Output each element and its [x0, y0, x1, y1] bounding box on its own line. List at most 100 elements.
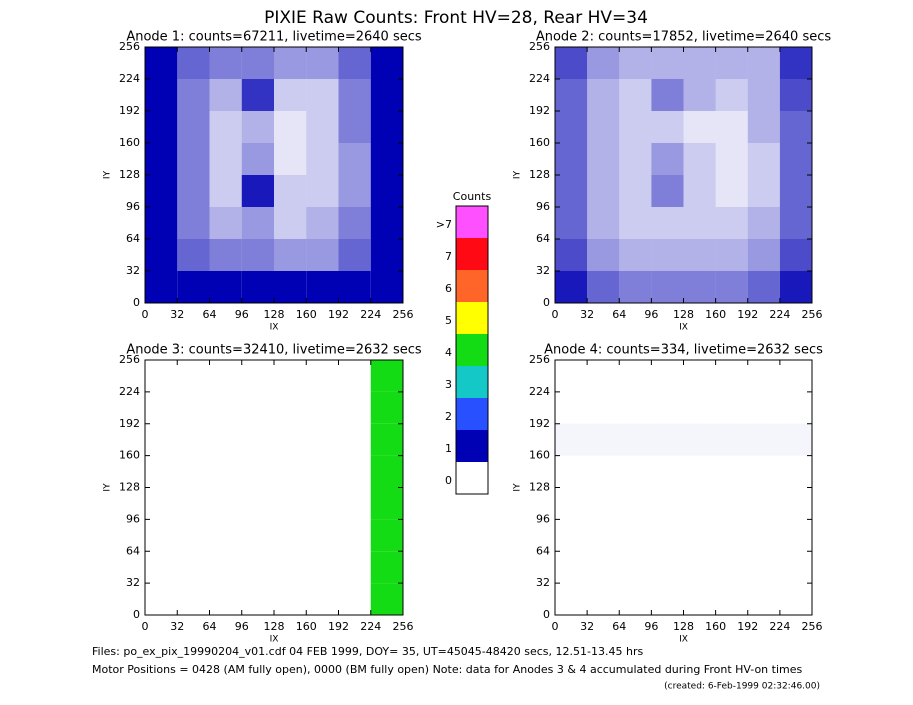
- y-tick-label: 32: [536, 576, 550, 589]
- heat-cell: [683, 79, 716, 111]
- colorbar-tick-label: >7: [436, 218, 452, 231]
- heat-cell: [555, 271, 588, 303]
- y-tick-label: 224: [529, 72, 550, 85]
- heat-cell: [715, 111, 748, 143]
- heat-cell: [587, 143, 620, 175]
- x-tick-label: 64: [612, 620, 626, 633]
- heat-cell: [715, 79, 748, 111]
- heat-cell: [145, 207, 178, 239]
- heat-cell: [338, 239, 371, 271]
- heat-cell: [715, 423, 748, 456]
- heat-cell: [747, 271, 780, 303]
- heat-cell: [747, 79, 780, 111]
- heat-cell: [370, 455, 403, 488]
- chart-title: Anode 3: counts=32410, livetime=2632 sec…: [126, 343, 422, 358]
- heat-cell: [715, 239, 748, 271]
- heat-cell: [370, 175, 403, 207]
- heat-cell: [209, 239, 242, 271]
- colorbar-swatch: [456, 206, 488, 238]
- heat-cell: [241, 111, 274, 143]
- x-axis-label: IX: [679, 635, 688, 645]
- y-tick-label: 256: [119, 353, 140, 366]
- colorbar-frame: [455, 205, 489, 495]
- heat-cell: [338, 143, 371, 175]
- heat-cell: [683, 207, 716, 239]
- colorbar-tick-label: 7: [445, 250, 452, 263]
- footer-created: (created: 6-Feb-1999 02:32:46.00): [664, 682, 820, 692]
- heat-cell: [715, 143, 748, 175]
- y-tick-label: 224: [529, 385, 550, 398]
- colorbar-swatch: [456, 334, 488, 366]
- heat-cell: [715, 175, 748, 207]
- heat-cell: [587, 79, 620, 111]
- y-tick-label: 0: [543, 608, 550, 621]
- colorbar-swatch: [456, 302, 488, 334]
- y-tick-label: 128: [529, 168, 550, 181]
- heat-cell: [306, 271, 339, 303]
- y-tick-label: 160: [529, 449, 550, 462]
- heat-cell: [370, 271, 403, 303]
- y-tick-label: 128: [119, 481, 140, 494]
- heat-cell: [370, 583, 403, 615]
- heat-cell: [145, 79, 178, 111]
- y-tick-label: 64: [126, 544, 140, 557]
- heat-cell: [747, 239, 780, 271]
- y-tick-label: 192: [529, 417, 550, 430]
- heat-cell: [619, 175, 652, 207]
- heat-cell: [209, 111, 242, 143]
- heat-cell: [370, 391, 403, 424]
- heat-cell: [651, 207, 684, 239]
- heat-cell: [370, 239, 403, 271]
- heat-cell: [715, 47, 748, 79]
- colorbar-swatch: [456, 462, 488, 494]
- heat-cell: [338, 47, 371, 79]
- y-tick-label: 0: [133, 296, 140, 309]
- heat-cell: [306, 47, 339, 79]
- y-tick-label: 64: [536, 544, 550, 557]
- heat-cell: [338, 271, 371, 303]
- heat-cell: [177, 47, 210, 79]
- x-tick-label: 256: [802, 308, 823, 321]
- colorbar-tick-label: 1: [445, 442, 452, 455]
- x-tick-label: 32: [580, 308, 594, 321]
- x-tick-label: 224: [360, 620, 381, 633]
- heat-cell: [587, 207, 620, 239]
- heat-cell: [619, 111, 652, 143]
- x-tick-label: 32: [170, 308, 184, 321]
- heat-cell: [747, 47, 780, 79]
- footer-files: Files: po_ex_pix_19990204_v01.cdf 04 FEB…: [92, 645, 643, 658]
- x-axis-label: IX: [270, 323, 279, 333]
- chart-title: Anode 2: counts=17852, livetime=2640 sec…: [536, 30, 832, 45]
- heat-cell: [370, 143, 403, 175]
- heat-cell: [370, 79, 403, 111]
- heat-cell: [619, 207, 652, 239]
- heat-cell: [241, 207, 274, 239]
- y-tick-label: 32: [126, 264, 140, 277]
- heat-cell: [555, 175, 588, 207]
- x-tick-label: 0: [552, 620, 559, 633]
- x-tick-label: 128: [673, 620, 694, 633]
- x-tick-label: 128: [264, 308, 285, 321]
- y-tick-label: 256: [529, 353, 550, 366]
- heat-cell: [587, 271, 620, 303]
- heat-cell: [747, 143, 780, 175]
- x-tick-label: 192: [328, 308, 349, 321]
- heat-cell: [651, 143, 684, 175]
- x-tick-label: 128: [264, 620, 285, 633]
- heat-cell: [177, 207, 210, 239]
- heat-cell: [683, 47, 716, 79]
- page-title: PIXIE Raw Counts: Front HV=28, Rear HV=3…: [264, 8, 648, 28]
- heat-cell: [274, 175, 307, 207]
- y-tick-label: 128: [529, 481, 550, 494]
- heat-cell: [145, 175, 178, 207]
- heat-cell: [779, 239, 812, 271]
- heat-cell: [274, 207, 307, 239]
- colorbar-tick-label: 6: [445, 282, 452, 295]
- x-tick-label: 32: [580, 620, 594, 633]
- y-tick-label: 192: [529, 104, 550, 117]
- heat-cell: [370, 111, 403, 143]
- heat-cell: [779, 47, 812, 79]
- x-tick-label: 224: [769, 620, 790, 633]
- y-axis-label: IY: [513, 170, 523, 179]
